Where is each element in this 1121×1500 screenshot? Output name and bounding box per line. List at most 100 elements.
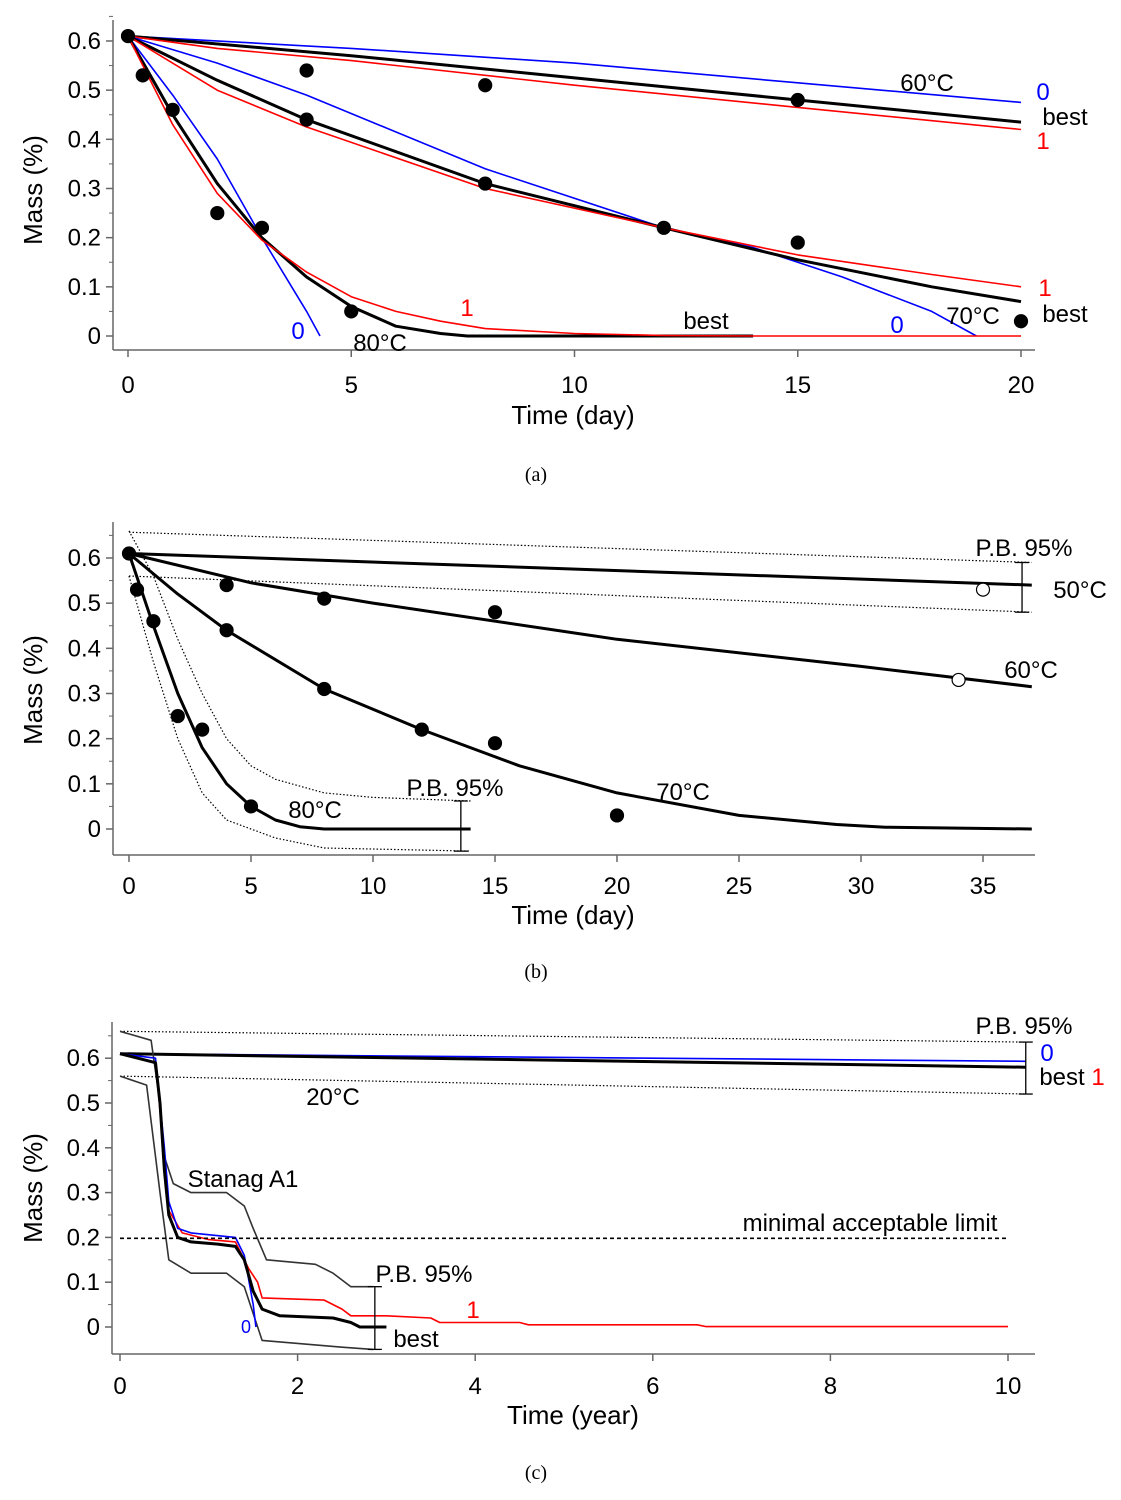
annotation: best — [1042, 104, 1088, 131]
series-line-60-c-best — [127, 34, 1022, 124]
series-line-20-c-p-b-95-upper — [119, 1030, 1026, 1043]
y-tick-label: 0.2 — [68, 726, 101, 753]
annotation: 1 — [1036, 128, 1049, 155]
annotation: 0 — [291, 318, 304, 345]
series-line-60-c-1 — [127, 35, 1022, 131]
annotation: 60°C — [900, 70, 954, 97]
data-point — [487, 605, 503, 620]
annotation: P.B. 95% — [976, 535, 1073, 562]
data-point — [478, 176, 493, 191]
x-tick-label: 35 — [970, 873, 997, 900]
data-point — [135, 68, 150, 83]
series-line-70-c-1 — [127, 35, 1022, 288]
y-tick-label: 0.3 — [68, 680, 101, 707]
y-tick-label: 0.1 — [68, 274, 101, 301]
series-line-stanag-a1-p-b-95-lower — [119, 1075, 374, 1351]
x-axis-title: Time (year) — [507, 1400, 639, 1430]
annotation: 50°C — [1053, 577, 1107, 604]
annotation: 0 — [241, 1317, 251, 1337]
data-point — [210, 205, 225, 221]
data-point — [344, 304, 359, 319]
x-tick-label: 8 — [824, 1373, 837, 1400]
annotation: P.B. 95% — [407, 775, 504, 802]
x-axis-title: Time (day) — [511, 900, 634, 930]
data-point — [656, 220, 671, 235]
x-tick-label: 0 — [113, 1373, 126, 1400]
data-point — [299, 112, 314, 127]
x-tick-label: 5 — [244, 873, 257, 900]
data-point — [170, 708, 185, 724]
y-tick-label: 0.4 — [68, 635, 101, 662]
y-tick-label: 0.1 — [68, 771, 101, 798]
series-line-50-c-p-b-95-lower — [128, 575, 1032, 613]
y-axis-title: Mass (%) — [18, 135, 48, 245]
data-point — [317, 591, 332, 606]
x-axis-title: Time (day) — [511, 400, 634, 430]
y-tick-label: 0.3 — [67, 1180, 100, 1207]
x-tick-label: 15 — [482, 873, 509, 900]
data-point-open — [951, 672, 966, 688]
y-tick-label: 0 — [88, 323, 101, 350]
series-line-20-c-best — [119, 1052, 1026, 1069]
series-line-20-c-p-b-95-lower — [119, 1075, 1026, 1095]
annotation: best — [1039, 1064, 1085, 1091]
y-tick-label: 0 — [87, 1314, 100, 1341]
annotation: 0 — [1040, 1040, 1053, 1067]
series-line-60-c-0 — [127, 35, 1022, 104]
data-point — [146, 614, 161, 629]
y-tick-label: 0.5 — [68, 590, 101, 617]
annotation: 70°C — [656, 779, 710, 806]
data-point — [219, 623, 234, 638]
x-tick-label: 5 — [345, 372, 358, 399]
panel-caption: (b) — [524, 961, 547, 983]
series-line-70-c-best — [128, 552, 1032, 831]
y-tick-label: 0.5 — [67, 1090, 100, 1117]
y-tick-label: 0.2 — [68, 225, 101, 252]
annotation: 20°C — [306, 1084, 360, 1111]
data-point — [317, 681, 332, 697]
annotation: 1 — [460, 295, 473, 322]
data-point — [120, 28, 136, 44]
data-point — [478, 78, 493, 93]
data-point — [1013, 314, 1029, 329]
x-tick-label: 25 — [726, 873, 753, 900]
y-axis-title: Mass (%) — [18, 635, 48, 745]
y-tick-label: 0.5 — [68, 77, 101, 104]
series-line-50-c-best — [128, 552, 1032, 587]
annotation: 0 — [890, 312, 903, 339]
data-point — [219, 577, 234, 593]
x-tick-label: 6 — [646, 1373, 659, 1400]
data-point — [165, 102, 180, 117]
x-tick-label: 20 — [1008, 372, 1035, 399]
x-tick-label: 10 — [360, 873, 387, 900]
annotation: P.B. 95% — [376, 1261, 473, 1288]
data-point — [790, 92, 805, 108]
y-tick-label: 0.6 — [68, 28, 101, 55]
x-tick-label: 15 — [784, 372, 811, 399]
annotation: minimal acceptable limit — [743, 1210, 998, 1237]
data-point — [299, 63, 314, 78]
series-line-stanag-a1-p-b-95-upper — [119, 1030, 374, 1288]
series-line-80-c-1 — [127, 35, 1021, 337]
x-tick-label: 0 — [122, 873, 135, 900]
annotation: best — [683, 308, 729, 335]
x-tick-label: 4 — [469, 1373, 482, 1400]
data-point — [487, 736, 503, 751]
annotation: 1 — [1038, 275, 1051, 302]
series-line-80-c-best — [127, 553, 471, 831]
series-line-80-c-best — [126, 35, 754, 338]
data-point — [609, 808, 625, 823]
annotation: best — [1042, 301, 1088, 328]
annotation: best — [393, 1326, 439, 1353]
data-point — [414, 722, 429, 737]
panel-caption: (a) — [525, 464, 547, 486]
data-point — [121, 546, 137, 561]
annotation: 60°C — [1004, 657, 1058, 684]
chart-panel-b: 0 5 10 15 20 25 30 35 0 0.1 0.2 0.3 0.4 0.5 0.6 Time (d… — [18, 522, 1107, 983]
y-tick-label: 0.2 — [67, 1224, 100, 1251]
annotation: 0 — [1036, 79, 1049, 106]
annotation: 70°C — [946, 303, 1000, 330]
x-tick-label: 10 — [561, 372, 588, 399]
